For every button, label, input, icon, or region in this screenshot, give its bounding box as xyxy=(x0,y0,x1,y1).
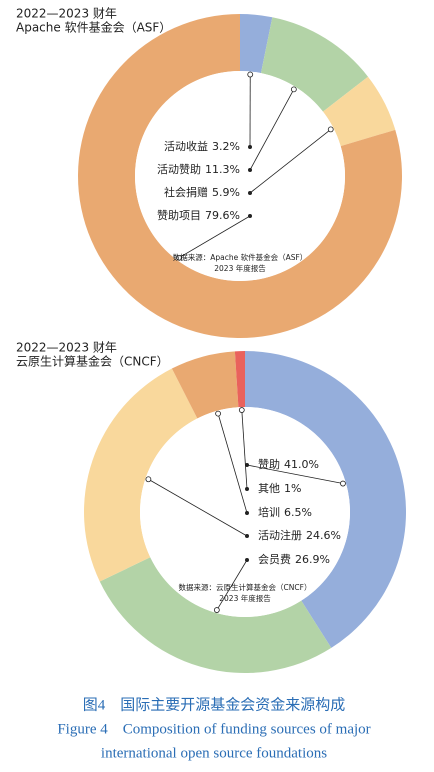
source-note: 数据来源：云原生计算基金会（CNCF） xyxy=(179,582,312,592)
category-label: 赞助 xyxy=(258,457,280,471)
category-label: 活动收益 xyxy=(164,139,208,153)
leader-end xyxy=(238,407,245,413)
value-label: 24.6% xyxy=(306,529,341,542)
slice xyxy=(260,17,369,112)
leader-dot xyxy=(248,191,252,195)
hole xyxy=(135,71,345,281)
leader-line xyxy=(148,478,248,537)
slice xyxy=(234,351,245,408)
caption: Figure 4 Composition of funding sources … xyxy=(57,721,370,737)
caption: international open source foundations xyxy=(101,745,327,761)
slice-label: 其他 1% xyxy=(258,482,301,495)
value-label: 5.9% xyxy=(212,186,240,199)
leader-dot xyxy=(248,145,252,149)
slice xyxy=(77,14,402,338)
leader-end xyxy=(145,476,152,483)
slice xyxy=(99,557,332,674)
leader-end xyxy=(340,480,346,487)
leader-dot xyxy=(245,511,249,515)
leader-end xyxy=(176,254,182,261)
value-label: 3.2% xyxy=(212,140,240,153)
chart-title: Apache 软件基金会（ASF） xyxy=(16,20,171,35)
category-label: 社会捐赠 xyxy=(164,185,208,199)
value-label: 11.3% xyxy=(205,163,240,176)
slice xyxy=(245,351,407,648)
value-label: 1% xyxy=(284,482,301,495)
leader-end xyxy=(247,71,254,78)
caption: 图4 国际主要开源基金会资金来源构成 xyxy=(83,696,346,713)
slice-label: 培训 6.5% xyxy=(258,505,312,519)
leader-line xyxy=(246,464,344,484)
leader-dot xyxy=(245,487,249,491)
leader-end xyxy=(290,86,297,93)
value-label: 41.0% xyxy=(284,458,319,471)
value-label: 79.6% xyxy=(205,209,240,222)
leader-dot xyxy=(245,463,249,467)
category-label: 会员费 xyxy=(258,553,291,566)
slice xyxy=(171,351,239,419)
leader-dot xyxy=(248,168,252,172)
source-note: 数据来源：Apache 软件基金会（ASF） xyxy=(173,252,308,262)
slice xyxy=(84,368,198,582)
source-note: 2023 年度报告 xyxy=(219,593,271,603)
slice xyxy=(322,76,396,147)
leader-end xyxy=(213,607,220,613)
leader-end xyxy=(327,126,334,133)
leader-dot xyxy=(245,534,249,538)
leader-dot xyxy=(245,558,249,562)
category-label: 活动注册 xyxy=(258,528,302,542)
slice-label: 活动收益 3.2% xyxy=(164,139,240,153)
leader-line xyxy=(241,410,248,490)
leader-line xyxy=(249,89,295,171)
leader-line xyxy=(249,129,331,194)
value-label: 6.5% xyxy=(284,506,312,519)
leader-end xyxy=(215,410,221,417)
slice-label: 社会捐赠 5.9% xyxy=(164,185,240,199)
leader-dot xyxy=(248,214,252,218)
leader-line xyxy=(217,413,248,514)
hole xyxy=(140,407,350,617)
slice-label: 赞助项目 79.6% xyxy=(157,208,240,222)
leader-line xyxy=(178,215,251,259)
category-label: 活动赞助 xyxy=(157,162,201,176)
chart-title: 云原生计算基金会（CNCF） xyxy=(16,354,169,369)
category-label: 其他 xyxy=(258,482,280,495)
slice-label: 活动注册 24.6% xyxy=(258,528,341,542)
category-label: 赞助项目 xyxy=(157,208,201,222)
slice-label: 赞助 41.0% xyxy=(258,457,319,471)
value-label: 26.9% xyxy=(295,553,330,566)
chart-title: 2022—2023 财年 xyxy=(16,341,117,355)
source-note: 2023 年度报告 xyxy=(214,263,266,273)
category-label: 培训 xyxy=(258,505,280,519)
leader-line xyxy=(216,559,248,611)
chart-title: 2022—2023 财年 xyxy=(16,7,117,21)
slice-label: 会员费 26.9% xyxy=(258,553,330,566)
slice xyxy=(240,14,273,74)
slice-label: 活动赞助 11.3% xyxy=(157,162,240,176)
